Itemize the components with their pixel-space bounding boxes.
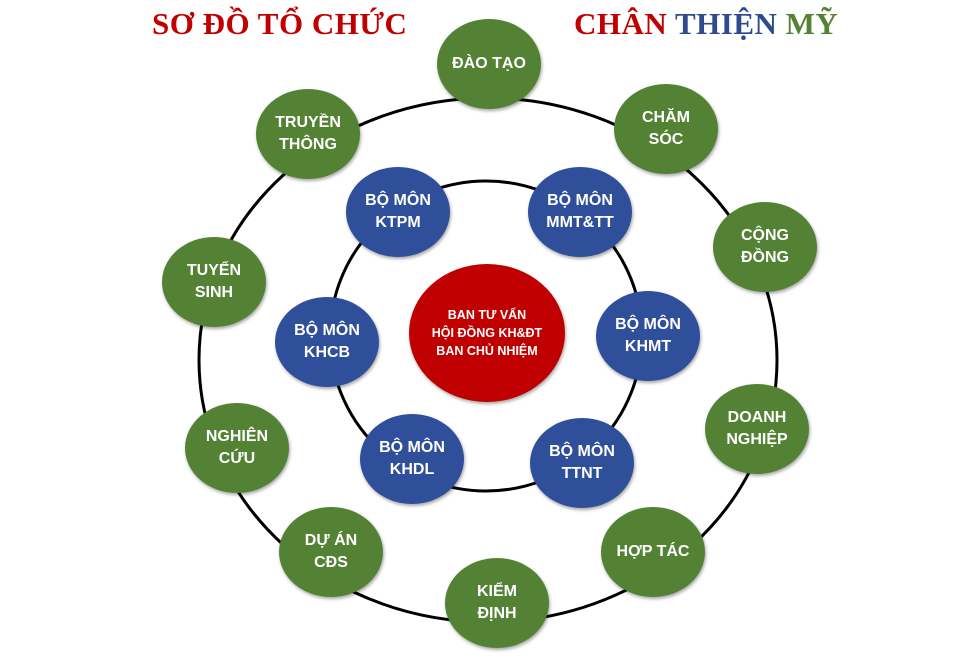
motto-word-my: MỸ — [785, 6, 839, 41]
node-label-line: DỰ ÁN — [304, 532, 358, 550]
node-label-line: KHMT — [624, 338, 672, 355]
center-line-1: BAN TƯ VẤN — [447, 307, 527, 322]
outer-node-nghien-cuu: NGHIÊN CỨU — [185, 403, 289, 493]
node-label-line: TRUYỀN — [275, 114, 341, 132]
node-label-line: KHCB — [303, 344, 351, 361]
node-label-line: MMT&TT — [546, 214, 614, 231]
motto-word-chan: CHÂN — [574, 6, 675, 41]
node-label-line: BỘ MÔN — [615, 316, 681, 334]
node-label-line: BỘ MÔN — [549, 443, 615, 461]
outer-node-dao-tao: ĐÀO TẠO — [437, 19, 541, 109]
inner-node-ttnt: BỘ MÔN TTNT — [530, 418, 634, 508]
node-label-line: DOANH — [727, 409, 787, 427]
outer-node-cham-soc: CHĂM SÓC — [614, 84, 718, 174]
node-label-line: ĐỊNH — [477, 605, 517, 622]
node-label-line: BỘ MÔN — [379, 439, 445, 457]
inner-node-mmtt: BỘ MÔN MMT&TT — [528, 167, 632, 257]
node-label-line: KTPM — [375, 214, 421, 231]
node-label-line: BỘ MÔN — [294, 322, 360, 340]
outer-node-kiem-dinh: KIỂM ĐỊNH — [445, 558, 549, 648]
inner-node-khcb: BỘ MÔN KHCB — [275, 297, 379, 387]
node-label-line: BỘ MÔN — [365, 192, 431, 210]
diagram-title: SƠ ĐỒ TỔ CHỨC — [152, 6, 408, 41]
inner-node-khdl: BỘ MÔN KHDL — [360, 414, 464, 504]
outer-node-doanh-nghiep: DOANH NGHIỆP — [705, 384, 809, 474]
node-label-line: KHDL — [389, 461, 435, 478]
inner-node-khmt: BỘ MÔN KHMT — [596, 291, 700, 381]
node-label-line: CỨU — [218, 450, 256, 467]
center-node: BAN TƯ VẤN HỘI ĐỒNG KH&ĐT BAN CHỦ NHIỆM — [409, 264, 565, 402]
node-label-line: NGHIÊN — [205, 428, 269, 446]
outer-node-du-an-cds: DỰ ÁN CĐS — [279, 507, 383, 597]
node-label-line: TUYỂN — [186, 262, 242, 280]
node-label-line: THÔNG — [279, 136, 337, 153]
node-label-line: ĐÀO TẠO — [452, 55, 526, 73]
node-label-line: CĐS — [314, 554, 348, 571]
node-label-line: ĐỒNG — [741, 249, 789, 266]
node-label-line: TTNT — [561, 465, 603, 482]
node-label-line: NGHIỆP — [726, 431, 788, 448]
node-label-line: BỘ MÔN — [547, 192, 613, 210]
outer-node-tuyen-sinh: TUYỂN SINH — [162, 237, 266, 327]
node-label-line: SÓC — [648, 131, 684, 148]
inner-node-ktpm: BỘ MÔN KTPM — [346, 167, 450, 257]
center-line-3: BAN CHỦ NHIỆM — [436, 344, 538, 359]
motto-title: CHÂN THIỆN MỸ — [574, 6, 838, 42]
node-label-line: SINH — [194, 284, 234, 301]
outer-node-truyen-thong: TRUYỀN THÔNG — [256, 89, 360, 179]
outer-node-cong-dong: CỘNG ĐỒNG — [713, 202, 817, 292]
node-label-line: KIỂM — [477, 583, 517, 601]
center-line-2: HỘI ĐỒNG KH&ĐT — [431, 325, 543, 340]
outer-node-hop-tac: HỢP TÁC — [601, 507, 705, 597]
node-label-line: CHĂM — [642, 109, 690, 127]
node-label-line: HỢP TÁC — [616, 543, 690, 561]
motto-word-thien: THIỆN — [674, 6, 786, 41]
node-label-line: CỘNG — [741, 227, 789, 245]
